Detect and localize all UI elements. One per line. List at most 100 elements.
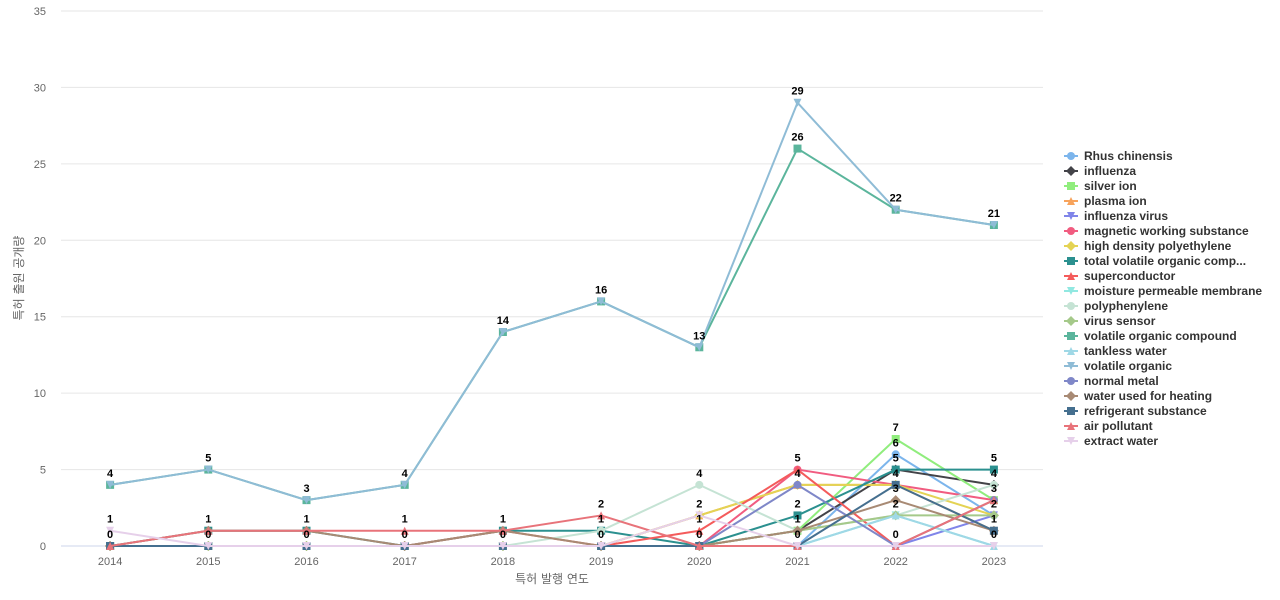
series-6 xyxy=(105,479,999,551)
data-point xyxy=(204,526,213,535)
legend-item[interactable]: air pollutant xyxy=(1064,419,1153,433)
data-label: 0 xyxy=(205,529,211,541)
series-line xyxy=(110,483,995,547)
legend-item[interactable]: silver ion xyxy=(1064,179,1137,193)
data-label: 1 xyxy=(794,514,800,526)
legend-item[interactable]: plasma ion xyxy=(1064,194,1147,208)
x-tick-label: 2019 xyxy=(589,556,613,568)
series-12 xyxy=(106,144,998,505)
data-point xyxy=(597,526,606,535)
y-tick-label: 20 xyxy=(34,235,46,247)
legend-marker xyxy=(1066,316,1076,326)
data-label: 7 xyxy=(893,422,899,434)
legend-marker xyxy=(1066,241,1076,251)
data-label: 0 xyxy=(500,529,506,541)
legend-item[interactable]: water used for heating xyxy=(1064,389,1212,403)
y-tick-label: 30 xyxy=(34,82,46,94)
legend-label: plasma ion xyxy=(1084,194,1147,208)
series-line xyxy=(109,101,995,502)
data-point xyxy=(695,511,704,520)
series-5 xyxy=(106,465,998,550)
series-3 xyxy=(106,480,998,550)
data-label: 1 xyxy=(205,514,211,526)
data-label: 0 xyxy=(696,529,702,541)
legend-item[interactable]: refrigerant substance xyxy=(1064,404,1207,418)
data-label: 2 xyxy=(794,498,800,510)
data-label: 4 xyxy=(107,468,114,480)
series-15 xyxy=(106,480,998,550)
legend-label: volatile organic compound xyxy=(1084,329,1237,343)
data-label: 5 xyxy=(205,453,211,465)
legend-marker xyxy=(1067,152,1075,160)
series-14 xyxy=(106,98,998,505)
x-tick-label: 2018 xyxy=(491,556,515,568)
data-label: 2 xyxy=(598,498,604,510)
data-label: 26 xyxy=(791,132,803,144)
data-point xyxy=(793,144,802,153)
data-label: 14 xyxy=(497,315,510,327)
legend-item[interactable]: extract water xyxy=(1064,434,1158,448)
data-label: 21 xyxy=(988,208,1000,220)
data-point xyxy=(498,542,507,550)
data-point xyxy=(302,526,311,535)
x-tick-label: 2020 xyxy=(687,556,711,568)
legend-item[interactable]: polyphenylene xyxy=(1064,299,1168,313)
data-point xyxy=(793,465,802,474)
grid-lines xyxy=(61,10,1043,547)
data-label: 0 xyxy=(303,529,309,541)
x-tick-label: 2023 xyxy=(982,556,1006,568)
legend-label: silver ion xyxy=(1084,179,1137,193)
legend-item[interactable]: influenza xyxy=(1064,164,1136,178)
series-line xyxy=(110,453,995,547)
legend-marker xyxy=(1067,287,1075,295)
data-point xyxy=(891,205,900,214)
data-point xyxy=(793,98,802,107)
legend-label: magnetic working substance xyxy=(1084,224,1249,238)
data-point xyxy=(891,450,900,459)
data-point xyxy=(204,465,213,474)
series-7 xyxy=(106,465,998,550)
data-label: 3 xyxy=(303,483,309,495)
data-point xyxy=(597,297,606,306)
legend-item[interactable]: virus sensor xyxy=(1064,314,1156,328)
data-label: 2 xyxy=(991,498,997,510)
x-tick-label: 2022 xyxy=(883,556,907,568)
legend-item[interactable]: total volatile organic comp... xyxy=(1064,254,1246,268)
y-tick-label: 15 xyxy=(34,312,46,324)
legend-item[interactable]: volatile organic compound xyxy=(1064,329,1237,343)
legend-item[interactable]: magnetic working substance xyxy=(1064,224,1249,238)
data-point xyxy=(989,496,998,505)
data-point xyxy=(988,510,999,521)
data-label: 6 xyxy=(893,437,899,449)
data-point xyxy=(989,542,998,550)
data-label: 2 xyxy=(893,498,899,510)
legend-item[interactable]: tankless water xyxy=(1064,344,1167,358)
legend-item[interactable]: normal metal xyxy=(1064,374,1159,388)
legend-item[interactable]: influenza virus xyxy=(1064,209,1168,223)
y-tick-label: 5 xyxy=(40,465,46,477)
legend-label: extract water xyxy=(1084,434,1158,448)
legend-marker xyxy=(1067,272,1075,280)
legend-label: air pollutant xyxy=(1084,419,1153,433)
y-tick-label: 10 xyxy=(34,388,46,400)
series-0 xyxy=(106,450,998,550)
data-point xyxy=(695,343,704,352)
legend-item[interactable]: volatile organic xyxy=(1064,359,1172,373)
data-point xyxy=(891,542,900,550)
legend-item[interactable]: high density polyethylene xyxy=(1064,239,1232,253)
y-axis-title: 특허 출원 공개량 xyxy=(12,236,26,321)
data-point xyxy=(793,480,802,489)
legend-item[interactable]: moisture permeable membrane xyxy=(1064,284,1262,298)
legend-marker xyxy=(1066,391,1076,401)
legend-item[interactable]: Rhus chinensis xyxy=(1064,149,1173,163)
x-axis: 2014 2015 2016 2017 2018 2019 2020 2021 2022 2023 xyxy=(98,556,1006,568)
data-point xyxy=(400,526,409,535)
x-tick-label: 2014 xyxy=(98,556,122,568)
legend-item[interactable]: superconductor xyxy=(1064,269,1176,283)
data-point xyxy=(106,542,115,550)
data-label: 5 xyxy=(893,453,899,465)
data-label: 1 xyxy=(500,514,506,526)
